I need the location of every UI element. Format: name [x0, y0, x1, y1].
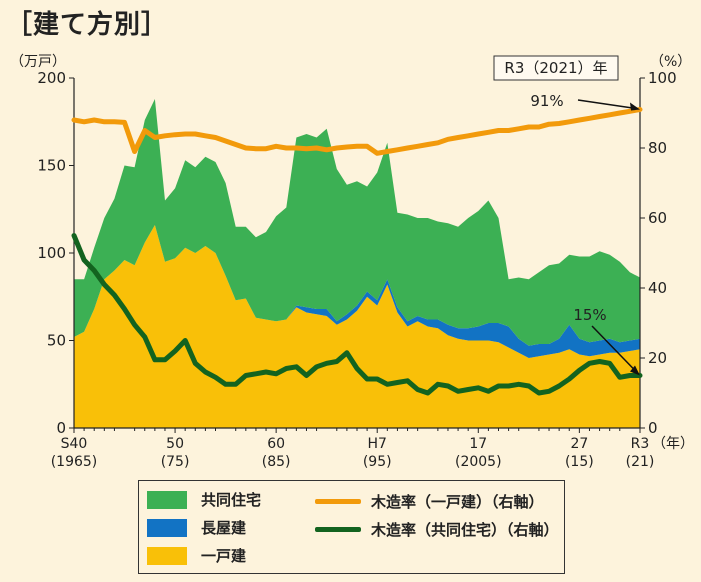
left-axis-unit: （万戸）: [10, 54, 66, 70]
legend-swatch-kyodo: [147, 490, 187, 509]
legend-item-ikko: 一戸建: [147, 545, 246, 566]
line-kyodo_rate: [71, 233, 643, 396]
x-tick-sublabel: (21): [626, 454, 655, 470]
left-tick-label: 0: [56, 419, 66, 437]
left-tick-label: 100: [37, 244, 66, 262]
x-tick-sublabel: (2005): [455, 454, 502, 470]
area-kyodo: [74, 99, 640, 346]
x-tick-label: 27: [570, 436, 588, 452]
x-tick-label: H7: [367, 436, 386, 452]
annotation-arrowhead-91: [630, 102, 640, 111]
annotation-15pct: 15%: [573, 306, 606, 324]
annotation-arrowhead-15: [630, 365, 640, 376]
annotation-box: [493, 55, 619, 81]
legend-swatch-kyodo-rate: [315, 527, 361, 532]
annotation-arrow-91: [577, 99, 637, 110]
left-tick-label: 50: [47, 332, 66, 350]
right-tick-label: 60: [648, 209, 667, 227]
x-tick-sublabel: (85): [262, 454, 291, 470]
x-tick-sublabel: (95): [363, 454, 392, 470]
chart: 0 50 100 150 200 0 20 40 60 80 100 （万戸） （%） S40 (1965)…: [10, 54, 694, 470]
right-tick-label: 40: [648, 279, 667, 297]
legend-label-nagaya: 長屋建: [201, 519, 247, 537]
x-tick-label: R3: [631, 436, 650, 452]
x-axis-unit: （年）: [652, 436, 694, 452]
legend-swatch-ikko-rate: [315, 499, 361, 504]
x-tick-label: S40: [61, 436, 88, 452]
legend: 共同住宅 長屋建 一戸建 木造率（一戸建）（右軸） 木造率（共同住宅）（右軸）: [138, 480, 565, 574]
right-tick-label: 80: [648, 139, 667, 157]
legend-label-kyodo-rate: 木造率（共同住宅）（右軸）: [371, 521, 559, 539]
legend-label-ikko: 一戸建: [201, 547, 247, 565]
x-tick-sublabel: (75): [161, 454, 190, 470]
annotation-year: R3（2021）年: [504, 59, 607, 77]
page-title: ［建て方別］: [6, 10, 169, 40]
legend-swatch-nagaya: [147, 518, 187, 537]
x-tick-sublabel: (1965): [51, 454, 98, 470]
annotation-91pct: 91%: [530, 92, 563, 110]
right-tick-label: 20: [648, 349, 667, 367]
line-ikko_rate: [71, 107, 643, 156]
annotation-arrow-15: [591, 325, 638, 374]
legend-item-kyodo-rate: 木造率（共同住宅）（右軸）: [315, 519, 559, 540]
right-tick-label: 0: [648, 419, 658, 437]
right-axis-unit: （%）: [650, 54, 691, 70]
legend-label-kyodo: 共同住宅: [201, 491, 262, 509]
left-tick-label: 200: [37, 69, 66, 87]
legend-item-ikko-rate: 木造率（一戸建）（右軸）: [315, 491, 544, 512]
x-tick-label: 60: [267, 436, 285, 452]
right-tick-label: 100: [648, 69, 677, 87]
x-tick-sublabel: (15): [565, 454, 594, 470]
left-tick-label: 150: [37, 157, 66, 175]
x-tick-label: 50: [166, 436, 184, 452]
area-nagaya: [74, 225, 640, 358]
x-tick-label: 17: [469, 436, 487, 452]
legend-swatch-ikko: [147, 546, 187, 565]
legend-item-kyodo: 共同住宅: [147, 489, 261, 510]
legend-label-ikko-rate: 木造率（一戸建）（右軸）: [371, 493, 544, 511]
legend-item-nagaya: 長屋建: [147, 517, 246, 538]
